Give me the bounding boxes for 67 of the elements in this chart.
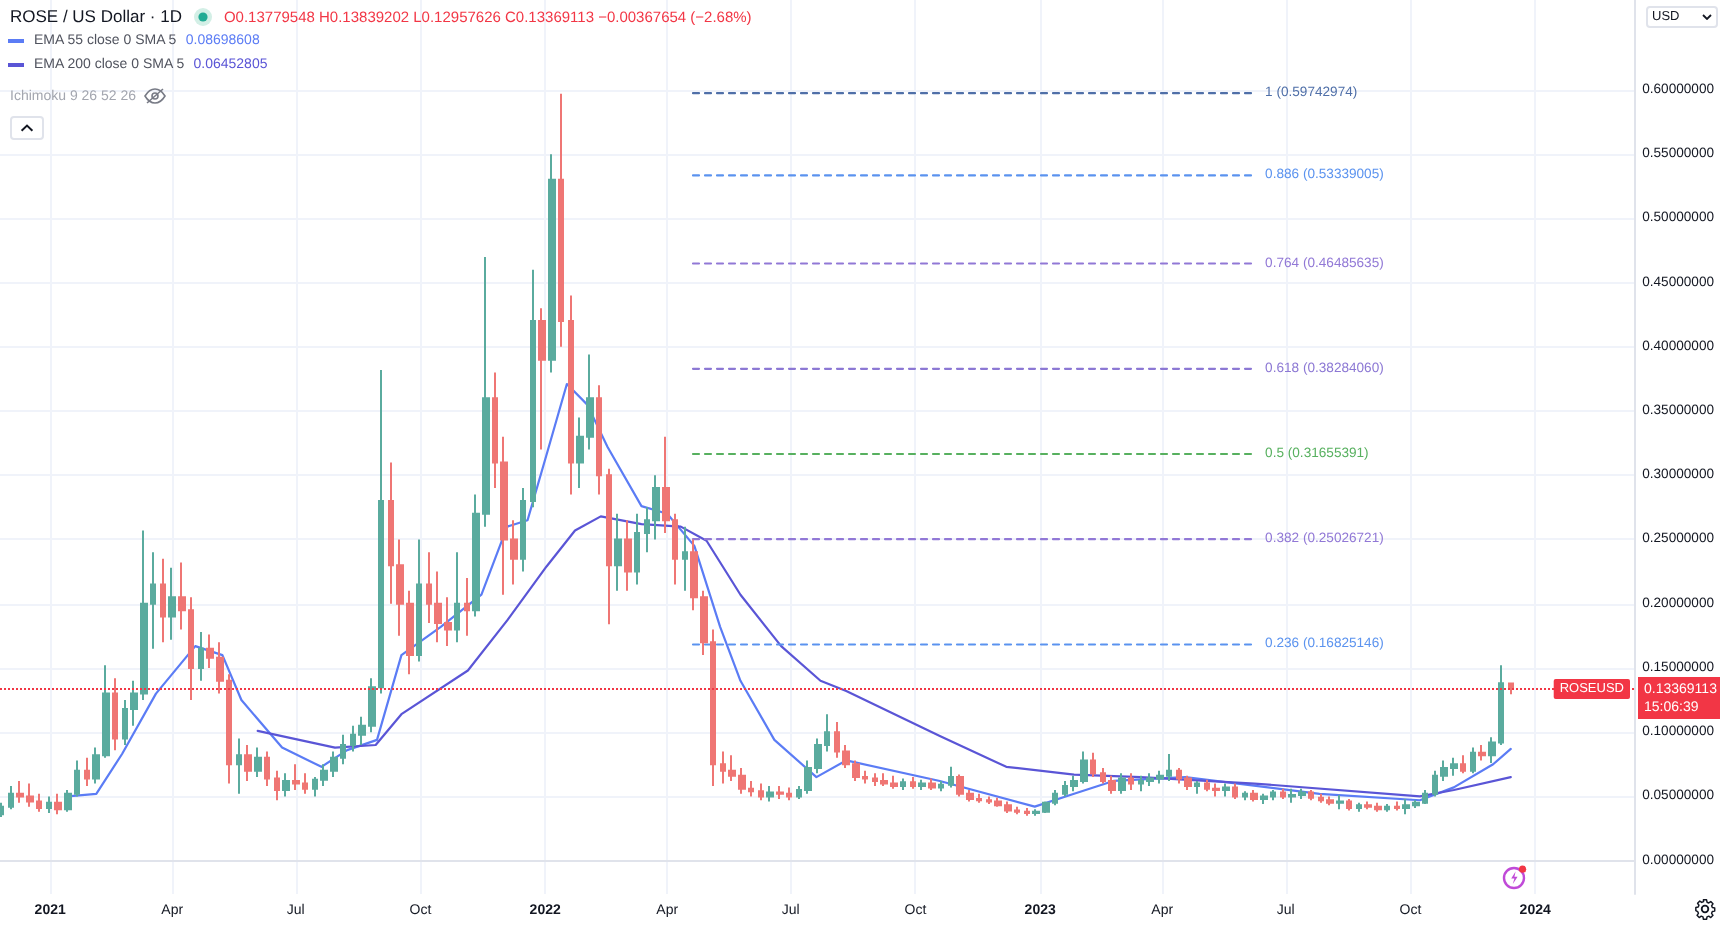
candlestick (1232, 782, 1238, 800)
candlestick (254, 746, 262, 779)
candlestick (910, 776, 916, 790)
candlestick (244, 744, 252, 782)
candlestick (464, 577, 470, 637)
candlestick (1118, 772, 1126, 795)
candlestick (1280, 787, 1286, 800)
candlestick (84, 756, 90, 788)
line-series (66, 382, 1512, 808)
candlestick (634, 512, 640, 586)
candlestick (568, 294, 574, 496)
candlestick (1128, 772, 1134, 791)
candlestick (54, 792, 62, 816)
candlestick (1356, 801, 1362, 813)
candlestick (596, 384, 602, 496)
candlestick (198, 630, 204, 682)
candlestick (1090, 751, 1096, 779)
candlestick (46, 795, 52, 815)
candlestick (776, 785, 784, 800)
candlestick (1478, 744, 1486, 762)
candlestick (1108, 774, 1116, 795)
candlestick (1394, 800, 1400, 812)
candlestick (8, 785, 14, 811)
candlestick (292, 763, 300, 791)
candlestick (236, 737, 242, 795)
candlestick (1260, 792, 1268, 806)
candlestick (938, 779, 944, 793)
candlestick (1326, 795, 1334, 807)
candlestick (1384, 803, 1390, 813)
candlestick (548, 153, 556, 374)
candlestick (454, 551, 460, 644)
candlestick (1194, 779, 1200, 795)
candlestick (1336, 794, 1344, 811)
candlestick (1184, 774, 1192, 791)
candlestick (1508, 681, 1514, 696)
chart-title: ROSE / US Dollar · 1D (10, 6, 182, 26)
candlestick (1212, 782, 1220, 798)
candlestick (274, 769, 280, 802)
candlestick (1250, 788, 1258, 803)
candlestick (758, 782, 764, 802)
candlestick (538, 307, 546, 451)
candlestick (1460, 754, 1466, 775)
candlestick (614, 512, 622, 592)
candlestick (918, 778, 926, 791)
candlestick (1470, 746, 1476, 775)
candlestick (682, 525, 688, 592)
candlestick (900, 777, 906, 791)
candlestick (520, 487, 526, 573)
candlestick (416, 538, 422, 663)
candlestick (1024, 806, 1030, 817)
candlestick (282, 772, 290, 798)
candlestick (264, 750, 270, 788)
candlestick (1308, 788, 1314, 802)
candlestick (606, 467, 612, 626)
candlestick (1222, 782, 1230, 798)
candlestick (948, 765, 954, 789)
candlestick (766, 785, 774, 803)
candlestick (624, 519, 632, 592)
candlestick (1242, 790, 1248, 802)
candlestick (558, 92, 564, 348)
candlestick (160, 557, 166, 644)
candlestick (928, 777, 936, 791)
candlestick (168, 566, 176, 641)
candlestick (1346, 797, 1352, 812)
candlestick (112, 677, 118, 752)
line-series (256, 515, 1512, 798)
candlestick (530, 268, 536, 509)
